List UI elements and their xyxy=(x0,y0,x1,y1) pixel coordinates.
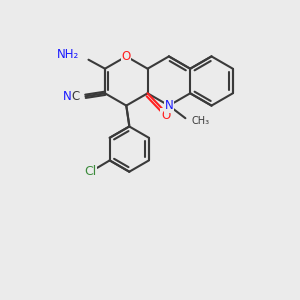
Text: CH₃: CH₃ xyxy=(192,116,210,126)
Text: N: N xyxy=(164,99,173,112)
Text: NH₂: NH₂ xyxy=(57,48,80,61)
Text: C: C xyxy=(72,90,80,103)
Text: Cl: Cl xyxy=(84,165,97,178)
Text: O: O xyxy=(161,109,170,122)
Text: N: N xyxy=(62,90,71,103)
Text: O: O xyxy=(122,50,131,63)
